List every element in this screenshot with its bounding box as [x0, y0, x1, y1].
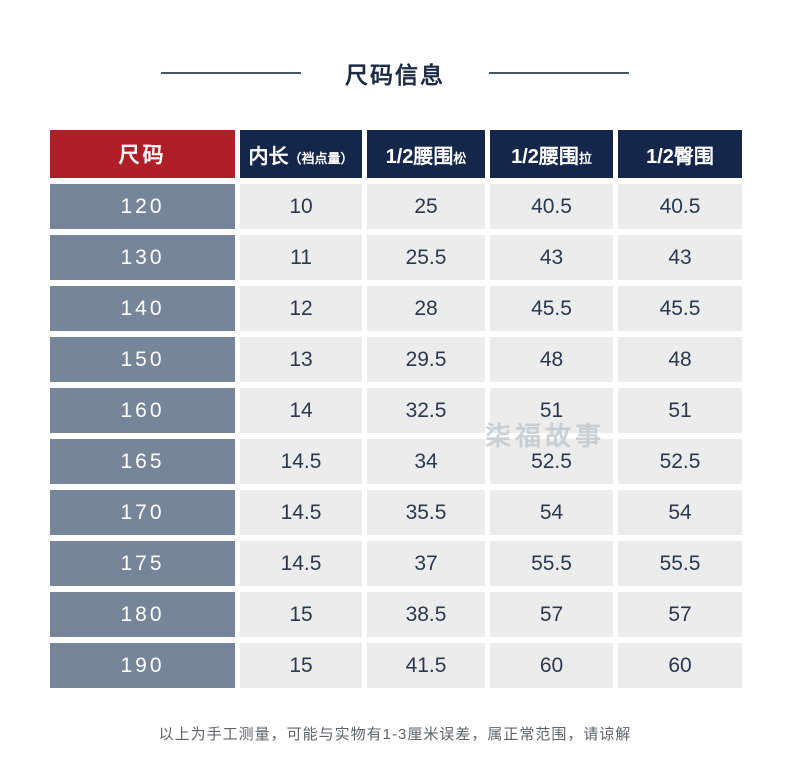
value-cell: 40.5: [490, 184, 613, 229]
size-chart-table: 尺码 内长（裆点量） 1/2腰围松 1/2腰围拉 1/2臀围 120 10 25…: [45, 124, 747, 694]
column-header-waist-relaxed-tag: 松: [453, 150, 467, 166]
value-cell: 54: [618, 490, 742, 535]
table-row: 150 13 29.5 48 48: [50, 337, 742, 382]
value-cell: 52.5: [490, 439, 613, 484]
section-title-bar: 尺码信息: [0, 0, 790, 90]
value-cell: 43: [490, 235, 613, 280]
column-header-inner-length: 内长（裆点量）: [240, 130, 362, 178]
value-cell: 35.5: [367, 490, 485, 535]
value-cell: 37: [367, 541, 485, 586]
value-cell: 14.5: [240, 439, 362, 484]
value-cell: 14.5: [240, 541, 362, 586]
value-cell: 29.5: [367, 337, 485, 382]
value-cell: 54: [490, 490, 613, 535]
value-cell: 32.5: [367, 388, 485, 433]
column-header-waist-stretched: 1/2腰围拉: [490, 130, 613, 178]
value-cell: 45.5: [618, 286, 742, 331]
value-cell: 57: [618, 592, 742, 637]
size-cell: 160: [50, 388, 235, 433]
column-header-hip: 1/2臀围: [618, 130, 742, 178]
table-row: 165 14.5 34 52.5 52.5: [50, 439, 742, 484]
value-cell: 28: [367, 286, 485, 331]
value-cell: 52.5: [618, 439, 742, 484]
value-cell: 55.5: [618, 541, 742, 586]
value-cell: 25.5: [367, 235, 485, 280]
value-cell: 60: [618, 643, 742, 688]
size-cell: 165: [50, 439, 235, 484]
measurement-disclaimer: 以上为手工测量，可能与实物有1-3厘米误差，属正常范围，请谅解: [158, 726, 632, 743]
size-cell: 150: [50, 337, 235, 382]
value-cell: 14: [240, 388, 362, 433]
value-cell: 51: [618, 388, 742, 433]
size-cell: 190: [50, 643, 235, 688]
table-header-row: 尺码 内长（裆点量） 1/2腰围松 1/2腰围拉 1/2臀围: [50, 130, 742, 178]
value-cell: 57: [490, 592, 613, 637]
value-cell: 34: [367, 439, 485, 484]
value-cell: 15: [240, 643, 362, 688]
column-header-waist-stretched-tag: 拉: [578, 150, 592, 166]
value-cell: 10: [240, 184, 362, 229]
table-row: 140 12 28 45.5 45.5: [50, 286, 742, 331]
size-cell: 120: [50, 184, 235, 229]
value-cell: 41.5: [367, 643, 485, 688]
table-row: 130 11 25.5 43 43: [50, 235, 742, 280]
value-cell: 13: [240, 337, 362, 382]
size-cell: 180: [50, 592, 235, 637]
table-row: 180 15 38.5 57 57: [50, 592, 742, 637]
value-cell: 51: [490, 388, 613, 433]
column-header-inner-length-label: 内长: [248, 145, 289, 168]
value-cell: 12: [240, 286, 362, 331]
value-cell: 48: [618, 337, 742, 382]
value-cell: 25: [367, 184, 485, 229]
page-title: 尺码信息: [345, 62, 445, 88]
size-cell: 175: [50, 541, 235, 586]
table-row: 190 15 41.5 60 60: [50, 643, 742, 688]
table-row: 160 14 32.5 51 51: [50, 388, 742, 433]
value-cell: 43: [618, 235, 742, 280]
size-cell: 170: [50, 490, 235, 535]
title-divider-left: [161, 72, 301, 74]
table-row: 120 10 25 40.5 40.5: [50, 184, 742, 229]
value-cell: 14.5: [240, 490, 362, 535]
value-cell: 15: [240, 592, 362, 637]
column-header-inner-length-note: （裆点量）: [288, 150, 354, 166]
value-cell: 55.5: [490, 541, 613, 586]
title-divider-right: [489, 72, 629, 74]
table-row: 170 14.5 35.5 54 54: [50, 490, 742, 535]
size-cell: 140: [50, 286, 235, 331]
column-header-size: 尺码: [50, 130, 235, 178]
column-header-waist-relaxed: 1/2腰围松: [367, 130, 485, 178]
value-cell: 45.5: [490, 286, 613, 331]
value-cell: 11: [240, 235, 362, 280]
value-cell: 60: [490, 643, 613, 688]
size-cell: 130: [50, 235, 235, 280]
value-cell: 40.5: [618, 184, 742, 229]
column-header-waist-relaxed-label: 1/2腰围: [385, 145, 454, 168]
value-cell: 48: [490, 337, 613, 382]
table-row: 175 14.5 37 55.5 55.5: [50, 541, 742, 586]
column-header-waist-stretched-label: 1/2腰围: [511, 145, 579, 168]
value-cell: 38.5: [367, 592, 485, 637]
